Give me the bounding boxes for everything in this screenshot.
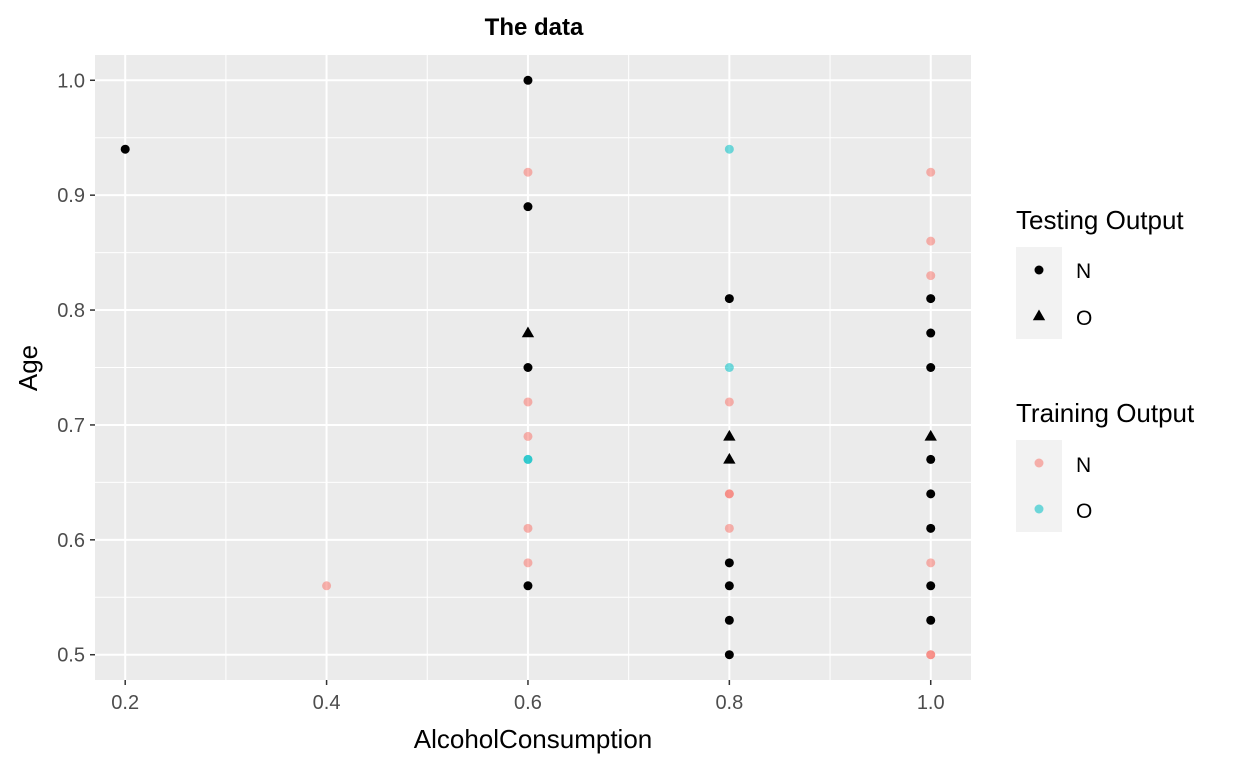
y-tick-label: 0.5 xyxy=(57,645,85,667)
testing-point-n xyxy=(926,363,936,372)
training-point-n xyxy=(322,581,332,591)
legend-key-circle xyxy=(1034,458,1044,468)
training-point-n xyxy=(926,167,936,177)
x-tick-label: 0.4 xyxy=(313,692,341,714)
training-point-n xyxy=(926,558,936,568)
testing-point-o xyxy=(723,452,736,464)
training-point-o xyxy=(724,363,734,372)
testing-point-n xyxy=(523,363,533,372)
training-point-n xyxy=(724,489,734,499)
testing-point-n xyxy=(523,581,533,591)
testing-point-n xyxy=(120,144,130,154)
y-tick-label: 0.9 xyxy=(57,185,85,207)
training-point-n xyxy=(523,431,533,441)
y-axis-label: Age xyxy=(13,345,43,391)
legend-key-circle xyxy=(1034,265,1044,275)
legend-key-triangle xyxy=(1032,309,1046,321)
testing-point-n xyxy=(926,615,936,625)
testing-point-n xyxy=(523,202,533,212)
legend-label: N xyxy=(1076,260,1091,283)
testing-point-n xyxy=(926,523,936,533)
testing-point-n xyxy=(724,558,734,568)
training-point-o xyxy=(724,144,734,154)
legend-key-box xyxy=(1016,440,1062,532)
testing-point-n xyxy=(724,294,734,304)
grid-minor xyxy=(95,55,971,680)
testing-point-n xyxy=(724,615,734,625)
x-axis: 0.2 0.4 0.6 0.8 1.0 xyxy=(111,680,945,714)
legend-label: N xyxy=(1076,454,1091,477)
y-tick-label: 1.0 xyxy=(57,70,85,92)
legend-title-testing: Testing Output xyxy=(1016,205,1184,235)
training-point-n xyxy=(926,650,936,660)
testing-point-o xyxy=(521,326,535,338)
training-point-o xyxy=(523,454,533,464)
testing-point-n xyxy=(926,454,936,464)
x-axis-label: AlcoholConsumption xyxy=(414,724,652,754)
training-point-n xyxy=(523,397,533,407)
training-point-n xyxy=(523,523,533,533)
x-tick-label: 0.8 xyxy=(715,692,743,714)
testing-point-o xyxy=(924,429,937,441)
y-tick-label: 0.8 xyxy=(57,300,85,322)
training-point-n xyxy=(724,397,734,407)
chart-title: The data xyxy=(485,14,584,41)
testing-point-n xyxy=(724,581,734,591)
y-tick-label: 0.6 xyxy=(57,530,85,552)
training-point-n xyxy=(926,236,936,246)
testing-point-n xyxy=(724,650,734,660)
testing-point-o xyxy=(723,429,736,441)
testing-point-n xyxy=(926,294,936,304)
legend-title-training: Training Output xyxy=(1016,398,1195,428)
testing-point-n xyxy=(523,75,533,85)
y-axis: 0.5 0.6 0.7 0.8 0.9 1.0 xyxy=(57,70,95,667)
x-tick-label: 0.2 xyxy=(111,692,139,714)
testing-point-n xyxy=(926,581,936,591)
training-point-n xyxy=(523,558,533,568)
legend-label: O xyxy=(1076,500,1092,523)
x-tick-label: 0.6 xyxy=(514,692,542,714)
data-points xyxy=(120,75,937,660)
testing-point-n xyxy=(926,328,936,338)
y-tick-label: 0.7 xyxy=(57,415,85,437)
x-tick-label: 1.0 xyxy=(917,692,945,714)
legend-key-box xyxy=(1016,247,1062,339)
testing-point-n xyxy=(926,489,936,499)
training-point-n xyxy=(724,523,734,533)
training-point-n xyxy=(926,271,936,281)
legend-label: O xyxy=(1076,307,1092,330)
training-point-n xyxy=(523,167,533,177)
legend-key-circle xyxy=(1034,504,1044,514)
